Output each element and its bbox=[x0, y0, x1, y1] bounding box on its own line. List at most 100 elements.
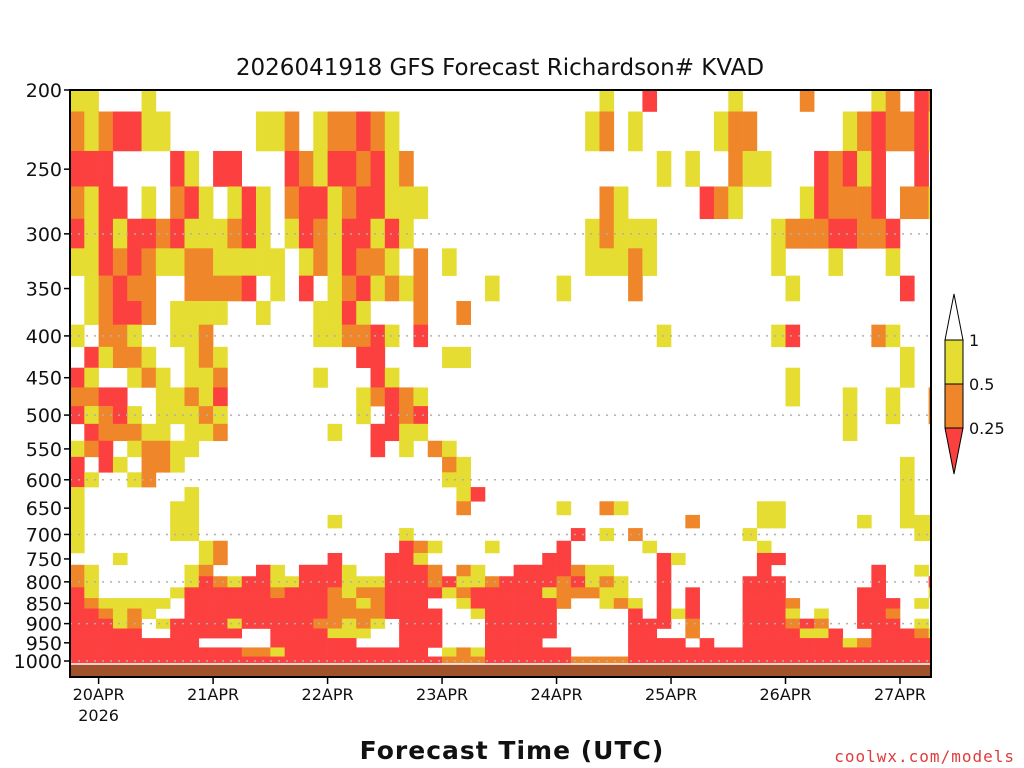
legend-swatch-yellow bbox=[944, 339, 964, 385]
heatmap-cell bbox=[213, 628, 228, 639]
heatmap-cell bbox=[298, 647, 314, 657]
heatmap-cell bbox=[899, 628, 915, 639]
heatmap-cell bbox=[341, 576, 357, 588]
heatmap-cell bbox=[785, 387, 801, 407]
heatmap-cell bbox=[599, 90, 615, 112]
heatmap-cell bbox=[84, 367, 99, 388]
heatmap-cell bbox=[899, 186, 915, 220]
heatmap-cell bbox=[184, 501, 200, 516]
heatmap-cell bbox=[413, 587, 429, 599]
heatmap-cell bbox=[713, 656, 729, 666]
heatmap-cell bbox=[756, 564, 772, 577]
heatmap-cell bbox=[313, 638, 328, 648]
heatmap-cell bbox=[585, 587, 600, 599]
heatmap-cell bbox=[814, 656, 829, 666]
heatmap-cell bbox=[384, 656, 400, 666]
heatmap-cell bbox=[785, 324, 801, 348]
heatmap-cell bbox=[141, 647, 157, 657]
heatmap-cell bbox=[241, 656, 257, 666]
heatmap-cell bbox=[413, 598, 429, 609]
heatmap-cell bbox=[70, 150, 85, 187]
heatmap-cell bbox=[842, 638, 858, 648]
heatmap-cell bbox=[556, 275, 572, 302]
heatmap-cell bbox=[885, 647, 901, 657]
heatmap-cell bbox=[356, 656, 371, 666]
heatmap-cell bbox=[828, 186, 844, 220]
heatmap-cell bbox=[742, 608, 758, 619]
heatmap-cell bbox=[241, 248, 257, 276]
heatmap-cell bbox=[98, 440, 114, 458]
heatmap-cell bbox=[213, 387, 228, 407]
heatmap-cell bbox=[170, 528, 185, 542]
heatmap-cell bbox=[313, 587, 328, 599]
heatmap-cell bbox=[527, 647, 543, 657]
heatmap-cell bbox=[112, 111, 128, 152]
heatmap-cell bbox=[198, 300, 214, 325]
heatmap-cell bbox=[198, 423, 214, 442]
heatmap-cell bbox=[84, 186, 99, 220]
heatmap-cell bbox=[899, 638, 915, 648]
heatmap-cell bbox=[384, 564, 400, 577]
heatmap-cell bbox=[513, 598, 529, 609]
heatmap-cell bbox=[613, 501, 629, 516]
heatmap-cell bbox=[184, 598, 200, 609]
heatmap-cell bbox=[213, 647, 228, 657]
heatmap-cell bbox=[127, 628, 142, 639]
heatmap-cell bbox=[98, 618, 114, 629]
heatmap-cell bbox=[341, 324, 357, 348]
heatmap-cell bbox=[112, 423, 128, 442]
heatmap-cell bbox=[141, 346, 157, 369]
heatmap-cell bbox=[413, 552, 429, 566]
heatmap-cell bbox=[427, 587, 443, 599]
heatmap-cell bbox=[112, 275, 128, 302]
y-tick-label: 1000 bbox=[14, 651, 62, 673]
heatmap-cell bbox=[599, 111, 615, 152]
heatmap-cell bbox=[170, 324, 185, 348]
heatmap-cell bbox=[384, 406, 400, 425]
heatmap-cell bbox=[885, 618, 901, 629]
heatmap-cell bbox=[241, 647, 257, 657]
heatmap-cell bbox=[370, 367, 386, 388]
heatmap-cell bbox=[127, 275, 142, 302]
heatmap-cell bbox=[785, 367, 801, 388]
heatmap-cell bbox=[484, 618, 500, 629]
heatmap-cell bbox=[170, 501, 185, 516]
heatmap-cell bbox=[556, 587, 572, 599]
heatmap-cell bbox=[98, 638, 114, 648]
heatmap-cell bbox=[785, 598, 801, 609]
heatmap-cell bbox=[828, 647, 844, 657]
heatmap-cell bbox=[585, 248, 600, 276]
heatmap-cell bbox=[141, 423, 157, 442]
heatmap-cell bbox=[899, 647, 915, 657]
heatmap-cell bbox=[857, 111, 872, 152]
heatmap-cell bbox=[814, 150, 829, 187]
heatmap-cell bbox=[885, 90, 901, 112]
heatmap-cell bbox=[513, 638, 529, 648]
heatmap-cell bbox=[155, 456, 171, 473]
heatmap-cell bbox=[198, 367, 214, 388]
heatmap-cell bbox=[112, 324, 128, 348]
heatmap-cell bbox=[284, 587, 300, 599]
heatmap-cell bbox=[556, 656, 572, 666]
heatmap-cell bbox=[484, 656, 500, 666]
heatmap-cell bbox=[98, 406, 114, 425]
heatmap-cell bbox=[585, 564, 600, 577]
heatmap-cell bbox=[785, 608, 801, 619]
heatmap-cell bbox=[327, 608, 343, 619]
heatmap-cell bbox=[313, 150, 328, 187]
heatmap-cell bbox=[270, 647, 285, 657]
heatmap-cell bbox=[413, 618, 429, 629]
heatmap-cell bbox=[399, 440, 414, 458]
heatmap-cell bbox=[170, 618, 185, 629]
heatmap-cell bbox=[442, 587, 457, 599]
heatmap-cell bbox=[456, 587, 471, 599]
heatmap-cell bbox=[470, 656, 486, 666]
heatmap-cell bbox=[413, 628, 429, 639]
heatmap-cell bbox=[857, 656, 872, 666]
heatmap-cell bbox=[814, 618, 829, 629]
heatmap-cell bbox=[542, 608, 557, 619]
heatmap-cell bbox=[327, 587, 343, 599]
heatmap-cell bbox=[756, 608, 772, 619]
heatmap-cell bbox=[141, 440, 157, 458]
heatmap-cell bbox=[270, 248, 285, 276]
